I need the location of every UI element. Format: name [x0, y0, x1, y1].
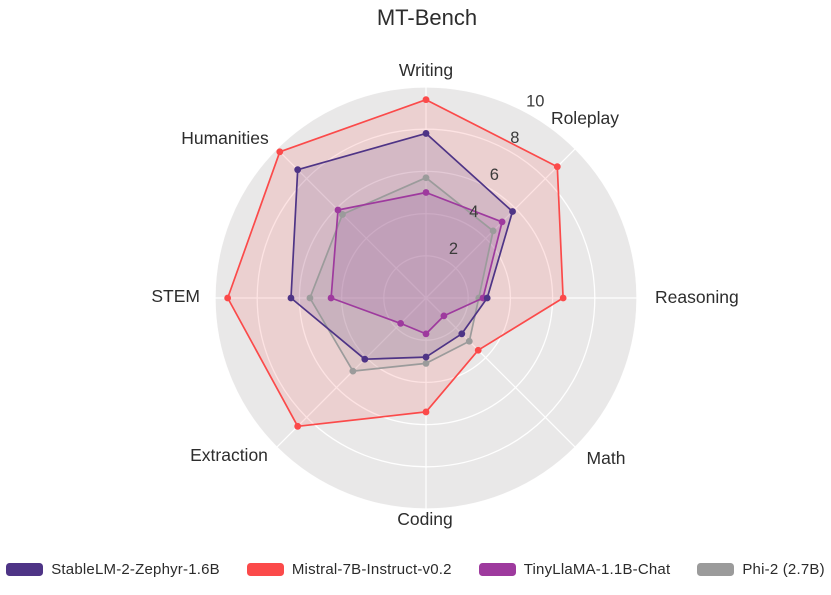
legend-item-phi2[interactable]: Phi-2 (2.7B) [697, 560, 825, 578]
axis-label-writing: Writing [399, 60, 453, 80]
data-point-TinyLlaMA-1.1B-Chat-roleplay [498, 218, 506, 226]
radial-tick-label-2: 2 [449, 240, 458, 258]
legend-swatch-icon [6, 562, 44, 576]
data-point-Mistral-7B-Instruct-v0.2-extraction [294, 422, 302, 430]
axis-label-stem: STEM [151, 286, 200, 306]
legend-label: TinyLlaMA-1.1B-Chat [523, 560, 671, 578]
data-point-StableLM-2-Zephyr-1.6B-humanities [294, 166, 302, 174]
data-point-StableLM-2-Zephyr-1.6B-extraction [361, 355, 369, 363]
legend-label: StableLM-2-Zephyr-1.6B [51, 560, 220, 578]
data-point-Mistral-7B-Instruct-v0.2-humanities [276, 148, 284, 156]
data-point-StableLM-2-Zephyr-1.6B-coding [422, 353, 430, 361]
axis-spoke-math [425, 297, 576, 448]
data-point-StableLM-2-Zephyr-1.6B-writing [422, 130, 430, 137]
data-point-StableLM-2-Zephyr-1.6B-reasoning [483, 294, 491, 302]
data-point-TinyLlaMA-1.1B-Chat-humanities [334, 206, 342, 214]
legend-swatch-icon [246, 562, 284, 576]
data-point-Phi-2 (2.7B)-stem [306, 294, 314, 302]
axis-spoke-humanities [276, 148, 427, 299]
radial-tick-label-8: 8 [510, 129, 519, 147]
data-point-Phi-2 (2.7B)-roleplay [489, 227, 497, 235]
data-point-StableLM-2-Zephyr-1.6B-math [458, 330, 466, 338]
axis-label-math: Math [587, 448, 626, 468]
chart-legend: StableLM-2-Zephyr-1.6B Mistral-7B-Instru… [0, 556, 831, 582]
chart-title: MT-Bench [377, 5, 477, 30]
data-point-TinyLlaMA-1.1B-Chat-math [440, 312, 448, 320]
legend-item-tinyllama[interactable]: TinyLlaMA-1.1B-Chat [478, 560, 671, 578]
data-point-StableLM-2-Zephyr-1.6B-roleplay [509, 208, 516, 215]
radial-tick-label-6: 6 [490, 166, 499, 184]
radial-tick-label-4: 4 [469, 203, 478, 221]
legend-item-mistral[interactable]: Mistral-7B-Instruct-v0.2 [246, 560, 452, 578]
data-point-Mistral-7B-Instruct-v0.2-roleplay [553, 163, 561, 171]
data-point-Phi-2 (2.7B)-coding [422, 360, 430, 367]
data-point-Phi-2 (2.7B)-extraction [349, 367, 357, 375]
series-fill-Phi-2 (2.7B) [309, 177, 494, 372]
data-point-Phi-2 (2.7B)-writing [422, 174, 430, 182]
axis-label-reasoning: Reasoning [655, 287, 739, 307]
data-point-TinyLlaMA-1.1B-Chat-stem [327, 294, 335, 302]
axis-label-coding: Coding [397, 509, 452, 529]
series-fill-TinyLlaMA-1.1B-Chat [331, 192, 503, 334]
legend-swatch-icon [478, 562, 516, 576]
radial-tick-label-10: 10 [526, 92, 544, 110]
data-point-Mistral-7B-Instruct-v0.2-stem [224, 294, 232, 302]
data-point-TinyLlaMA-1.1B-Chat-coding [422, 330, 430, 338]
legend-label: Mistral-7B-Instruct-v0.2 [291, 560, 452, 578]
radar-plot-area: Writing Roleplay Reasoning Math Coding Extrac… [151, 60, 738, 529]
data-point-Mistral-7B-Instruct-v0.2-writing [422, 96, 430, 104]
data-point-Mistral-7B-Instruct-v0.2-coding [422, 408, 430, 416]
legend-item-stablelm[interactable]: StableLM-2-Zephyr-1.6B [6, 561, 220, 578]
axis-label-humanities: Humanities [181, 128, 269, 148]
axis-label-roleplay: Roleplay [551, 108, 619, 128]
legend-swatch-icon [697, 562, 735, 576]
data-point-TinyLlaMA-1.1B-Chat-writing [422, 189, 430, 196]
data-point-StableLM-2-Zephyr-1.6B-stem [287, 294, 295, 302]
data-point-Mistral-7B-Instruct-v0.2-math [474, 346, 482, 354]
data-point-TinyLlaMA-1.1B-Chat-extraction [397, 319, 405, 327]
data-point-Phi-2 (2.7B)-humanities [339, 211, 346, 218]
radar-chart: MT-Bench Writing Roleplay Reasoning Math Cod… [151, 5, 738, 529]
legend-label: Phi-2 (2.7B) [742, 560, 825, 578]
data-point-Mistral-7B-Instruct-v0.2-reasoning [559, 294, 567, 302]
data-point-Phi-2 (2.7B)-math [465, 337, 473, 345]
axis-label-extraction: Extraction [190, 445, 268, 465]
